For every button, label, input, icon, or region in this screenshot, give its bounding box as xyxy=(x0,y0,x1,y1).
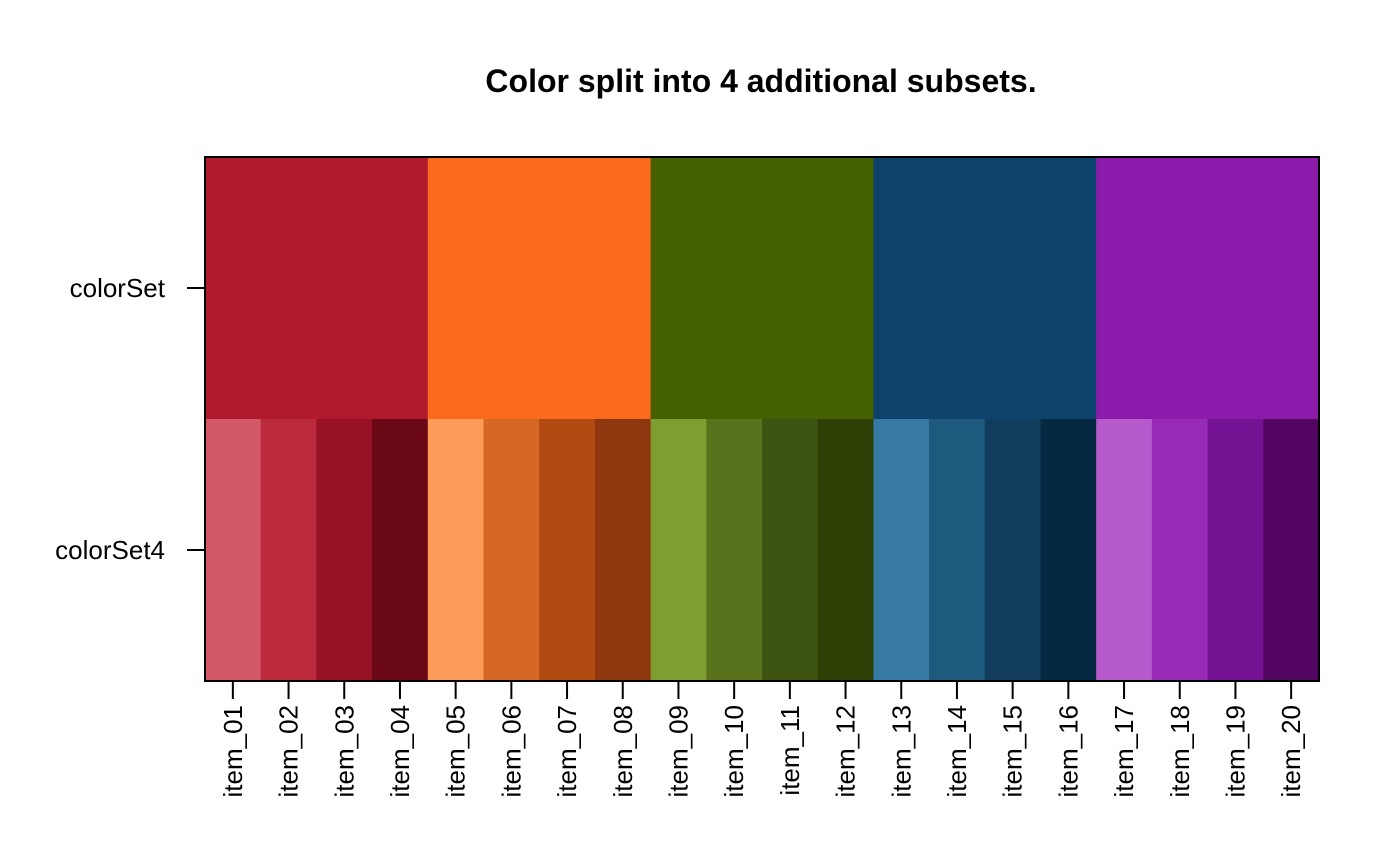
x-tick-label: item_20 xyxy=(1276,705,1306,798)
x-tick-label: item_10 xyxy=(719,705,749,798)
y-tick-label: colorSet4 xyxy=(55,535,165,565)
heatmap-item-cell xyxy=(929,419,986,681)
x-tick-label: item_04 xyxy=(385,705,415,798)
heatmap-item-cell xyxy=(1096,419,1153,681)
x-tick-label: item_07 xyxy=(552,705,582,798)
x-tick-label: item_16 xyxy=(1053,705,1083,798)
heatmap-group-cell xyxy=(205,157,429,420)
y-tick-label: colorSet xyxy=(70,273,166,303)
heatmap-item-cell xyxy=(984,419,1042,681)
heatmap-group-cell xyxy=(1096,157,1320,420)
heatmap-item-cell xyxy=(483,419,540,681)
heatmap-item-cell xyxy=(762,419,819,681)
heatmap-group-cell xyxy=(873,157,1097,420)
heatmap-item-cell xyxy=(1151,419,1209,681)
heatmap-item-cell xyxy=(594,419,652,681)
x-tick-label: item_08 xyxy=(608,705,638,798)
plot-frame xyxy=(204,156,1320,682)
heatmap-item-cell xyxy=(539,419,596,681)
heatmap-item-cell xyxy=(260,419,317,681)
chart-title: Color split into 4 additional subsets. xyxy=(485,63,1036,99)
heatmap-item-cell xyxy=(817,419,874,681)
heatmap-item-cell xyxy=(427,419,485,681)
x-tick-label: item_12 xyxy=(831,705,861,798)
heatmap-item-cell xyxy=(873,419,930,681)
x-tick-label: item_06 xyxy=(496,705,526,798)
heatmap-group-cell xyxy=(650,157,874,420)
x-tick-label: item_13 xyxy=(886,705,916,798)
heatmap-cells xyxy=(205,157,1320,681)
heatmap-item-cell xyxy=(205,419,262,681)
x-axis: item_01 item_02 item_03 item_04 item_05 item_… xyxy=(218,681,1306,798)
x-tick-label: item_18 xyxy=(1165,705,1195,798)
x-tick-label: item_19 xyxy=(1220,705,1250,798)
x-tick-label: item_05 xyxy=(441,705,471,798)
x-tick-label: item_09 xyxy=(663,705,693,798)
x-tick-label: item_14 xyxy=(942,705,972,798)
heatmap-item-cell xyxy=(316,419,373,681)
heatmap-item-cell xyxy=(650,419,707,681)
heatmap-item-cell xyxy=(1040,419,1097,681)
x-tick-label: item_15 xyxy=(998,705,1028,798)
heatmap-group-cell xyxy=(427,157,652,420)
x-tick-label: item_01 xyxy=(218,705,248,798)
x-tick-label: item_03 xyxy=(329,705,359,798)
heatmap-item-cell xyxy=(372,419,429,681)
x-tick-label: item_11 xyxy=(775,705,805,796)
heatmap-item-cell xyxy=(706,419,763,681)
y-axis: colorSet colorSet4 xyxy=(55,273,205,565)
x-tick-label: item_17 xyxy=(1109,705,1139,798)
heatmap-item-cell xyxy=(1207,419,1264,681)
heatmap-item-cell xyxy=(1263,419,1320,681)
x-tick-label: item_02 xyxy=(274,705,304,798)
